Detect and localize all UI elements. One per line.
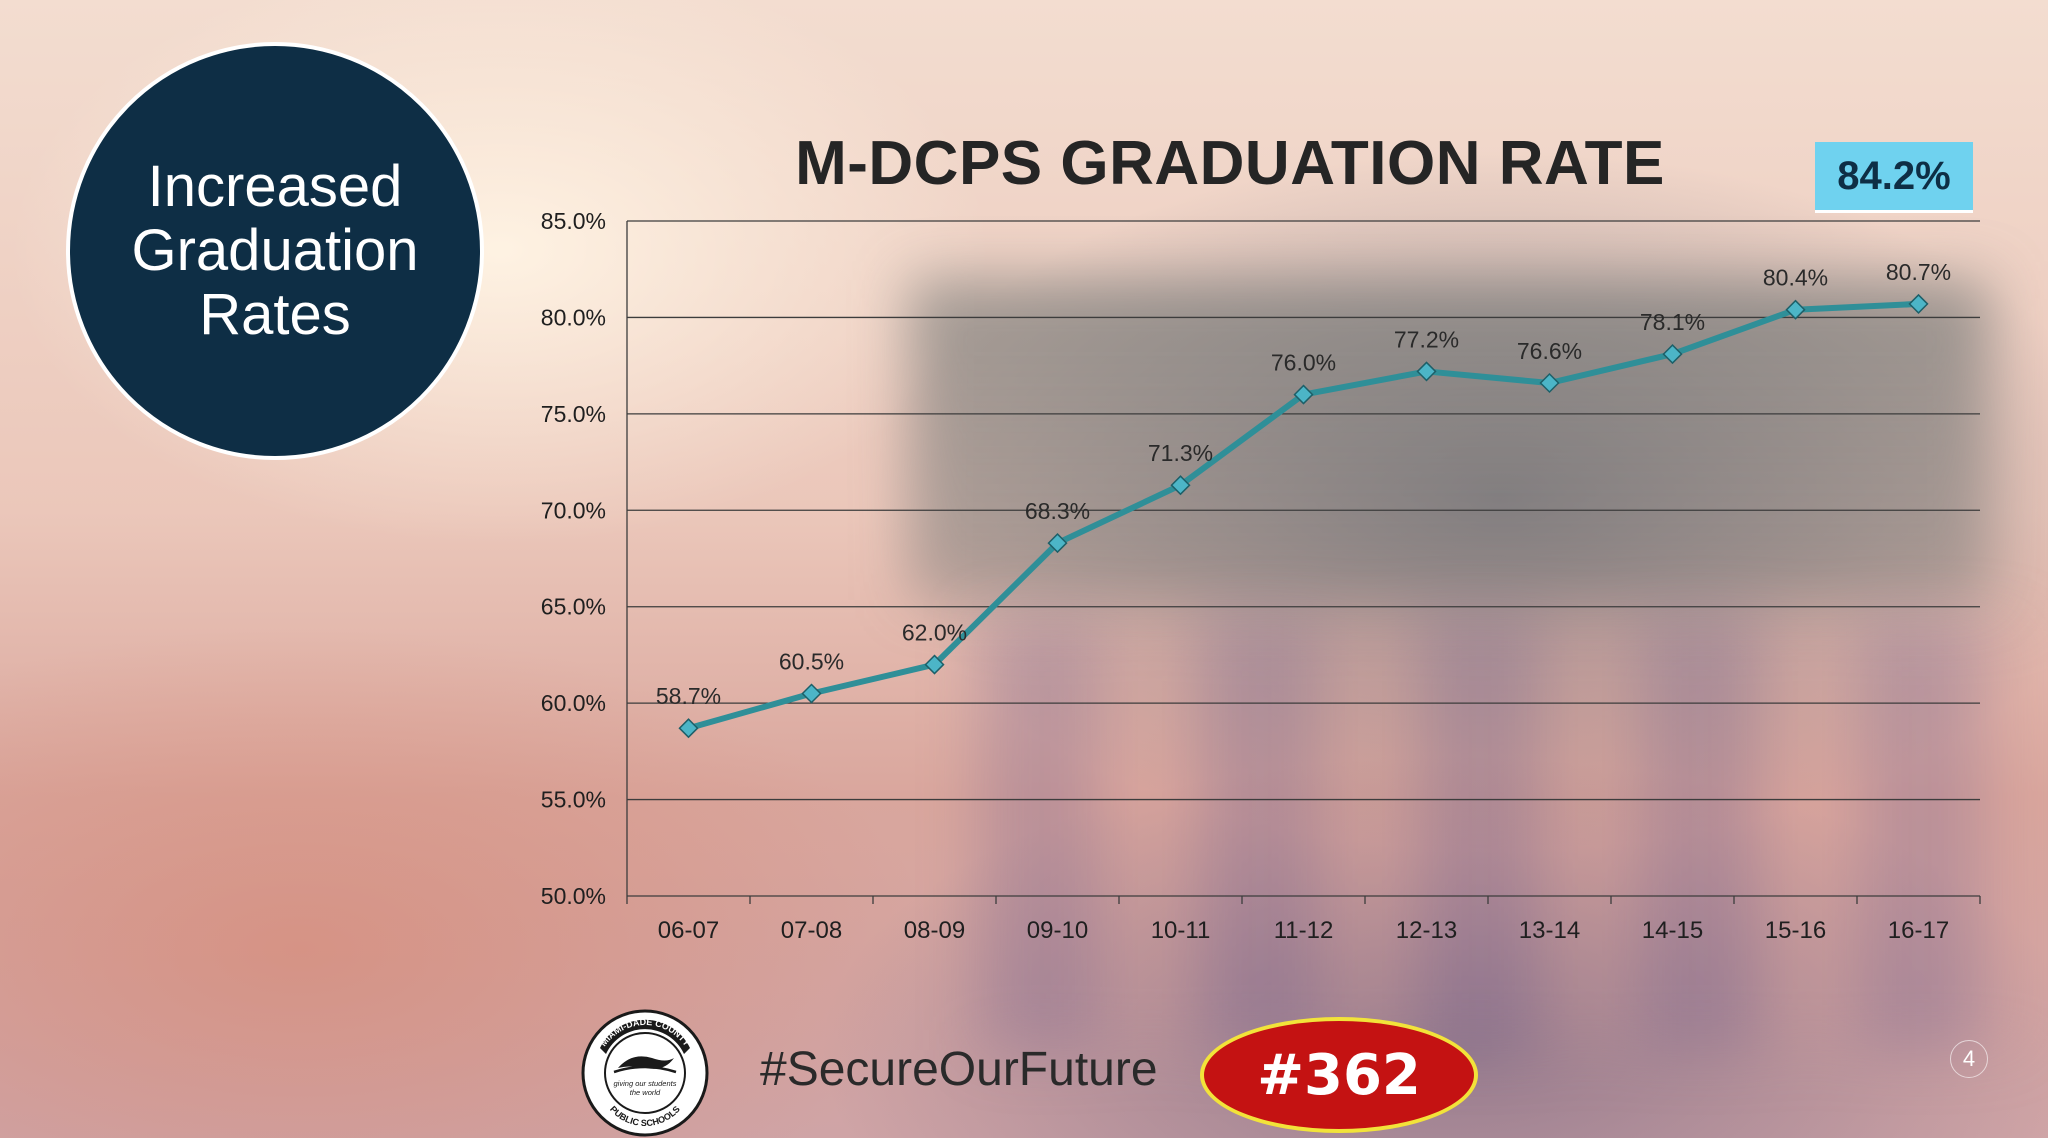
data-point-marker <box>1539 372 1560 394</box>
x-tick-label: 07-08 <box>781 917 842 944</box>
data-label: 58.7% <box>656 683 721 709</box>
data-point-marker <box>1047 533 1068 554</box>
callout-line-1: Increased <box>147 154 403 219</box>
x-tick-label: 08-09 <box>904 917 965 944</box>
data-point-marker <box>1662 344 1683 365</box>
x-tick-label: 16-17 <box>1888 917 1949 944</box>
data-label: 80.7% <box>1886 259 1951 285</box>
graduation-rate-line-chart: 50.0% 55.0% 60.0% 65.0% 70.0% 75.0% 80.0% 85.0%… <box>541 208 1981 944</box>
data-point-marker <box>678 718 699 739</box>
logo-tagline-2: the world <box>630 1088 661 1097</box>
data-label: 68.3% <box>1025 498 1090 524</box>
data-label: 60.5% <box>779 649 844 675</box>
data-point-marker <box>1908 293 1929 314</box>
data-label: 80.4% <box>1763 265 1828 291</box>
ranking-oval: #362 <box>1200 1017 1478 1133</box>
x-tick-label: 06-07 <box>658 917 719 944</box>
chart-title: M-DCPS GRADUATION RATE <box>795 129 1665 198</box>
y-tick-label: 60.0% <box>541 690 606 716</box>
x-tick-label: 11-12 <box>1274 917 1334 944</box>
data-label: 76.0% <box>1271 350 1336 376</box>
data-point-marker <box>1416 361 1437 382</box>
y-tick-label: 80.0% <box>541 304 606 330</box>
x-tick-label: 09-10 <box>1027 917 1088 944</box>
data-point-marker <box>1293 384 1314 405</box>
hashtag-text: #SecureOurFuture <box>760 1043 1158 1096</box>
y-tick-label: 75.0% <box>541 401 606 427</box>
x-tick-label: 12-13 <box>1396 917 1457 944</box>
data-point-marker <box>1785 299 1806 320</box>
data-point-marker <box>924 654 945 675</box>
data-label: 78.1% <box>1640 309 1705 335</box>
data-label: 77.2% <box>1394 326 1459 352</box>
callout-circle: Increased Graduation Rates <box>66 42 484 460</box>
logo-swoosh-icon <box>613 1065 677 1074</box>
x-tick-label: 14-15 <box>1642 917 1703 944</box>
page-number: 4 <box>1950 1040 1988 1078</box>
y-tick-label: 50.0% <box>541 883 606 909</box>
logo-band-top <box>600 1019 690 1054</box>
data-label: 62.0% <box>902 620 967 646</box>
x-tick-label: 15-16 <box>1765 917 1826 944</box>
logo-book-icon <box>618 1056 674 1069</box>
logo-inner-ring <box>604 1032 686 1114</box>
school-district-logo: MIAMI-DADE COUNTY PUBLIC SCHOOLS giving … <box>581 1009 709 1137</box>
y-tick-label: 85.0% <box>541 208 606 234</box>
callout-text: Increased Graduation Rates <box>95 155 455 347</box>
y-tick-label: 55.0% <box>541 787 606 813</box>
data-point-marker <box>801 683 822 704</box>
target-rate-badge: 84.2% <box>1815 142 1973 213</box>
data-label: 71.3% <box>1148 440 1213 466</box>
callout-line-2: Graduation <box>131 218 419 283</box>
x-tick-label: 13-14 <box>1519 917 1580 944</box>
data-label: 76.6% <box>1517 338 1582 364</box>
y-tick-label: 65.0% <box>541 594 606 620</box>
data-point-marker <box>1170 475 1191 496</box>
y-tick-label: 70.0% <box>541 497 606 523</box>
x-tick-label: 10-11 <box>1151 917 1211 944</box>
callout-line-3: Rates <box>199 282 351 347</box>
logo-tagline-1: giving our students <box>614 1079 677 1088</box>
